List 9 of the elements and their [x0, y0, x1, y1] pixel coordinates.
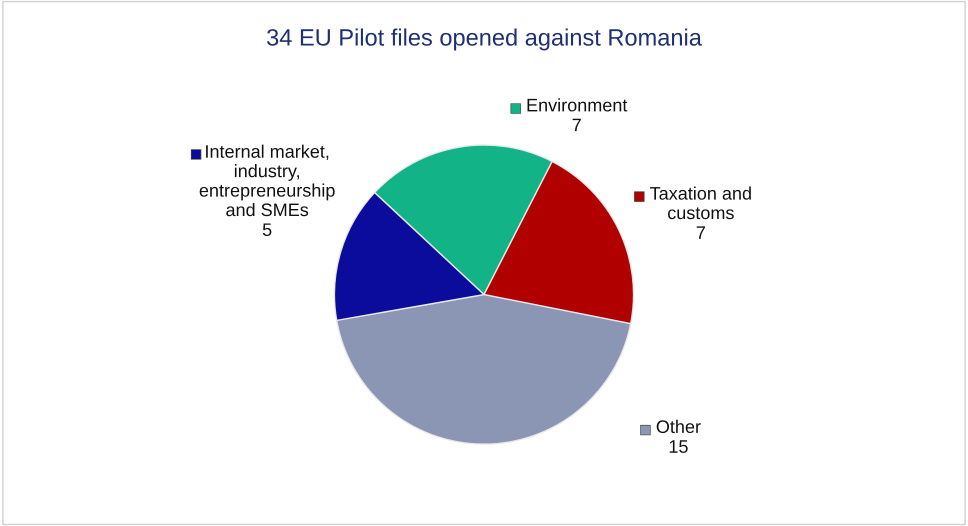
- data-label: 15: [670, 440, 688, 453]
- data-label: 7: [572, 118, 581, 132]
- data-label: 5: [262, 223, 272, 236]
- legend-label: Internal market, industry, entrepreneurship and SMEs: [200, 144, 335, 216]
- legend-label: Taxation and customs: [650, 186, 751, 220]
- chart-title: 34 EU Pilot files opened against Romania: [267, 28, 702, 50]
- data-label: 7: [696, 226, 705, 239]
- legend-label: Other: [656, 420, 701, 434]
- legend-label: Environment: [528, 98, 628, 112]
